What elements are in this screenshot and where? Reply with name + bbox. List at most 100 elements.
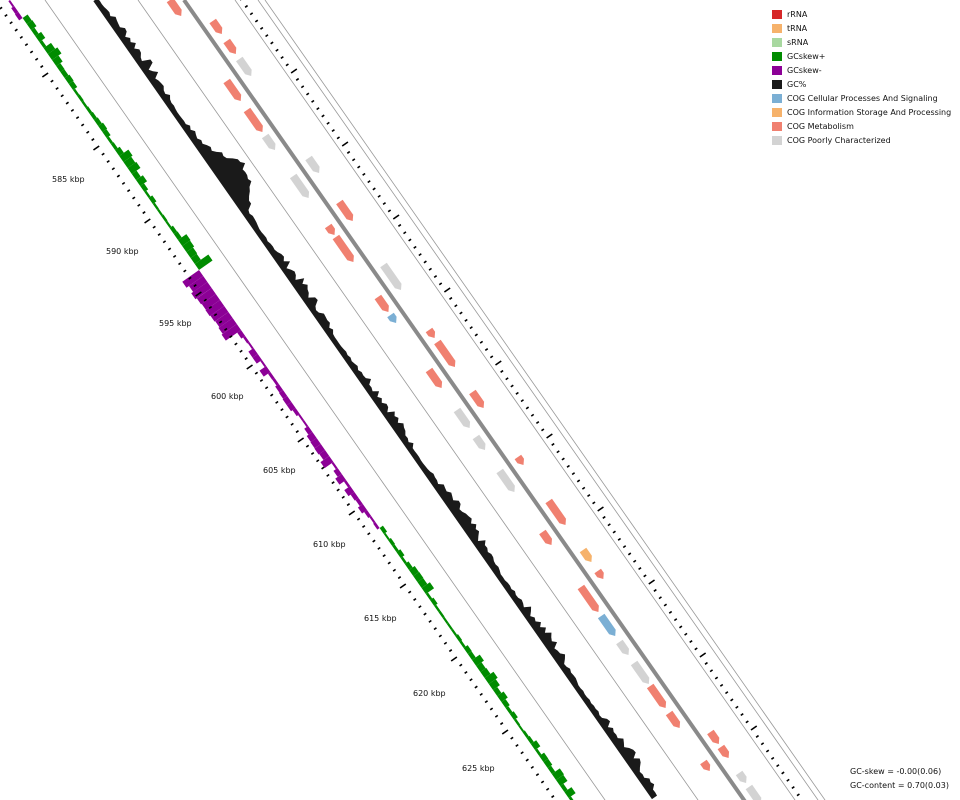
gc-skew-bar [298, 414, 304, 422]
gc-skew-bar [535, 748, 542, 756]
gc-skew-bar [413, 571, 424, 582]
gc-skew-bar [400, 556, 407, 564]
gc-skew-bar [173, 231, 182, 240]
gc-skew-bar [247, 342, 254, 350]
tick-mark [341, 141, 349, 147]
tick-mark [60, 94, 64, 98]
legend-label-trna: tRNA [787, 24, 808, 33]
track-line [137, 0, 699, 800]
gc-skew-bar [157, 208, 164, 216]
gc-skew-bar [267, 372, 275, 380]
gc-skew-bar [14, 12, 23, 21]
cog-feature-arrow [305, 155, 320, 173]
tick-mark [167, 247, 172, 251]
tick-mark [607, 523, 611, 527]
tick-mark [633, 559, 637, 563]
tick-mark [464, 670, 468, 674]
tick-mark [484, 700, 489, 704]
gc-skew-bar [190, 253, 201, 264]
gc-skew-bar [501, 699, 510, 708]
tick-label-625: 625 kbp [462, 764, 495, 773]
gc-skew-bar [379, 525, 388, 534]
legend-swatch-cog-metabolism [772, 122, 782, 131]
tick-mark [719, 683, 724, 687]
tick-mark [423, 260, 427, 264]
tick-mark [126, 189, 131, 193]
gc-skew-bar [451, 628, 458, 636]
tick-mark [116, 174, 121, 178]
legend-label-gcskew-minus: GCskew- [787, 66, 822, 75]
gc-skew-track [8, 0, 576, 800]
tick-mark [24, 43, 29, 47]
tick-mark [602, 515, 606, 519]
tick-mark [776, 764, 780, 768]
tick-mark [356, 517, 361, 521]
gc-skew-bar [282, 396, 292, 406]
gc-skew-bar [89, 111, 97, 120]
tick-mark [300, 85, 305, 89]
cog-feature-arrow [261, 133, 276, 150]
tick-mark [730, 698, 734, 702]
tick-mark [638, 567, 642, 571]
tick-mark [218, 320, 223, 324]
tick-mark [418, 605, 422, 609]
cog-feature-arrow [387, 312, 397, 323]
tick-mark [689, 640, 693, 644]
gc-skew-bar [94, 117, 102, 126]
tick-mark [545, 787, 550, 791]
cog-feature-arrow [496, 468, 515, 492]
gc-skew-bar [178, 234, 191, 246]
cog-feature-arrow [472, 434, 486, 450]
tick-mark [246, 364, 253, 370]
tick-mark [520, 751, 524, 755]
legend-label-gcskew-plus: GCskew+ [787, 52, 825, 61]
tick-mark [121, 181, 126, 185]
gc-skew-bar [221, 324, 241, 341]
gc-skew-bar [455, 634, 463, 642]
tick-mark [193, 284, 197, 288]
cog-feature-arrow [539, 529, 552, 545]
tick-mark [515, 391, 519, 395]
tick-mark [418, 253, 422, 257]
tick-mark [331, 481, 335, 485]
cog-feature-arrow [594, 568, 604, 579]
cog-feature-arrow [665, 710, 681, 728]
track-line [44, 0, 606, 800]
tick-label-595: 595 kbp [159, 319, 192, 328]
tick-mark [382, 202, 386, 206]
tick-mark [735, 705, 739, 709]
tick-mark [372, 187, 376, 191]
tick-mark [326, 473, 330, 477]
gc-skew-bar [278, 390, 288, 399]
inner-tick-ruler [0, 6, 555, 799]
tick-mark [525, 758, 529, 762]
tick-mark [571, 472, 576, 476]
tick-mark [362, 172, 366, 176]
tick-mark [597, 506, 604, 512]
gc-skew-bar [364, 510, 372, 519]
tick-mark [556, 450, 560, 454]
tick-mark [305, 92, 310, 96]
tick-mark [280, 408, 284, 412]
tick-mark [137, 203, 141, 207]
legend-label-cog-metabolism: COG Metabolism [787, 122, 854, 131]
tick-mark [515, 743, 519, 747]
tick-mark [244, 4, 249, 8]
tick-mark [540, 780, 545, 784]
tick-mark [407, 590, 412, 594]
tick-mark [679, 625, 683, 629]
gc-content-profile [93, 0, 658, 800]
gc-skew-bar [392, 544, 399, 552]
gc-skew-bar [551, 768, 564, 780]
legend-label-cog-cellular: COG Cellular Processes And Signaling [787, 94, 938, 103]
tick-mark [791, 786, 795, 790]
cog-feature-arrow [717, 744, 730, 758]
gc-skew-bar [421, 582, 435, 594]
tick-label-585: 585 kbp [52, 175, 85, 184]
tick-mark [448, 649, 453, 653]
tick-mark [520, 399, 524, 403]
tick-mark [484, 348, 489, 352]
gc-skew-bar [505, 706, 513, 714]
tick-mark [29, 50, 34, 54]
tick-mark [270, 393, 274, 397]
